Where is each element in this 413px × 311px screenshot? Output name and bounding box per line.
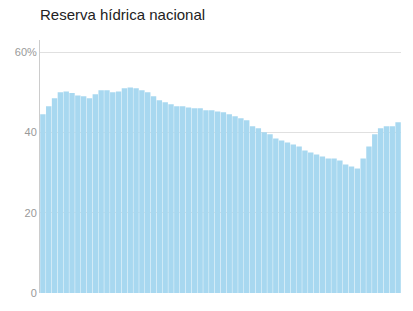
svg-text:20: 20 xyxy=(25,207,37,219)
svg-text:60%: 60% xyxy=(15,46,37,58)
svg-text:40: 40 xyxy=(25,126,37,138)
svg-text:0: 0 xyxy=(31,287,37,299)
svg-text:Reserva hídrica nacional: Reserva hídrica nacional xyxy=(40,6,205,23)
